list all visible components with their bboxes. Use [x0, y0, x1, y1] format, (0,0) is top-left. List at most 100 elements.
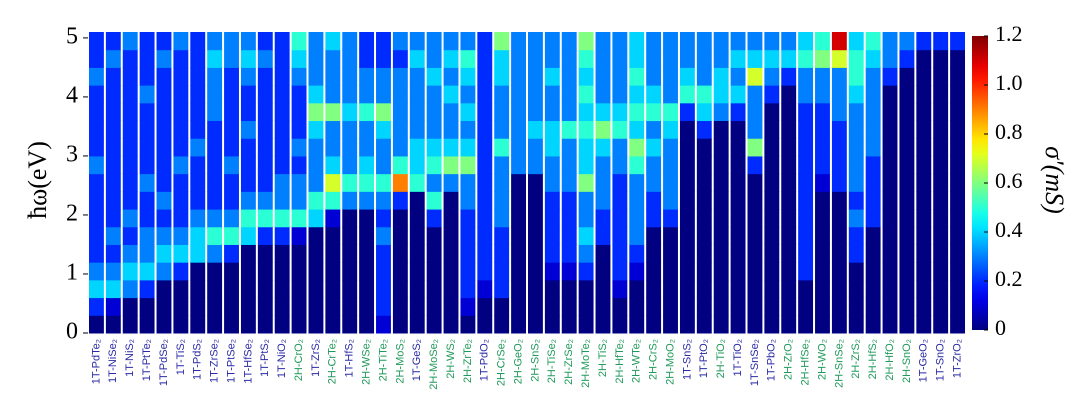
- heat-cell: [511, 49, 526, 68]
- x-tick-label: 1T-GeO₂: [918, 339, 930, 382]
- heat-cell: [392, 191, 408, 210]
- heat-cell: [764, 262, 780, 281]
- heat-cell: [899, 173, 915, 192]
- heat-cell: [747, 120, 763, 139]
- heat-cell: [173, 279, 189, 299]
- heat-cell: [190, 244, 206, 263]
- heat-cell: [325, 191, 341, 210]
- heat-cell: [173, 226, 189, 245]
- heat-cell: [274, 67, 290, 86]
- heat-cell: [291, 315, 307, 334]
- heat-cell: [882, 226, 898, 245]
- heat-cell: [831, 279, 847, 299]
- heat-cell: [173, 155, 189, 175]
- heat-cell: [511, 85, 526, 104]
- heat-cell: [89, 32, 104, 51]
- heat-cell: [392, 102, 408, 122]
- heat-cell: [190, 209, 206, 228]
- heat-cell: [342, 209, 358, 228]
- heat-cell: [274, 191, 290, 210]
- heat-cell: [224, 191, 239, 210]
- heat-cell: [173, 173, 189, 192]
- heat-cell: [764, 209, 780, 228]
- heat-cell: [308, 279, 324, 299]
- heat-cell: [190, 297, 206, 316]
- heat-cell: [409, 226, 425, 245]
- heat-cell: [544, 120, 560, 139]
- heat-cell: [663, 102, 678, 122]
- heat-cell: [950, 120, 965, 139]
- heat-cell: [612, 49, 628, 68]
- heat-cell: [139, 244, 155, 263]
- heat-cell: [696, 191, 712, 210]
- heat-cell: [781, 209, 797, 228]
- heat-cell: [561, 85, 577, 104]
- heat-cell: [612, 226, 628, 245]
- x-tick-label: 1T-GeS₂: [411, 339, 423, 381]
- heat-cell: [595, 262, 611, 281]
- heat-cell: [950, 226, 965, 245]
- heat-cell: [679, 244, 695, 263]
- heat-cell: [291, 297, 307, 316]
- heat-cell: [815, 262, 830, 281]
- heat-cell: [831, 226, 847, 245]
- heat-cell: [781, 85, 797, 104]
- heat-cell: [426, 279, 442, 299]
- heat-cell: [477, 67, 493, 86]
- heat-cell: [696, 85, 712, 104]
- x-tick-label: 2H-WS₂: [445, 339, 457, 379]
- heat-cell: [578, 262, 594, 281]
- heat-cell: [950, 262, 965, 281]
- heat-cell: [629, 155, 645, 175]
- heat-cell: [224, 297, 239, 316]
- heat-cell: [409, 120, 425, 139]
- heat-cell: [257, 155, 273, 175]
- heat-cell: [122, 279, 138, 299]
- heat-cell: [950, 297, 965, 316]
- heat-cell: [443, 315, 459, 334]
- heat-cell: [663, 262, 678, 281]
- heat-cell: [578, 120, 594, 139]
- heat-cell: [899, 191, 915, 210]
- colorbar-label: σ′(mS): [1040, 146, 1069, 214]
- heat-cell: [477, 226, 493, 245]
- heat-cell: [207, 102, 223, 122]
- heat-cell: [173, 315, 189, 334]
- heat-cell: [730, 67, 746, 86]
- heat-cell: [781, 262, 797, 281]
- heat-cell: [511, 315, 526, 334]
- heat-cell: [933, 279, 949, 299]
- heat-cell: [730, 244, 746, 263]
- heat-cell: [376, 315, 391, 334]
- heat-cell: [764, 120, 780, 139]
- heat-cell: [426, 32, 442, 51]
- heat-cell: [663, 138, 678, 157]
- heat-cell: [950, 191, 965, 210]
- heat-cell: [612, 244, 628, 263]
- heat-cell: [376, 85, 391, 104]
- heat-cell: [663, 226, 678, 245]
- heat-cell: [376, 49, 391, 68]
- heat-cell: [544, 315, 560, 334]
- heat-cell: [257, 102, 273, 122]
- heat-cell: [950, 102, 965, 122]
- heat-cell: [240, 226, 256, 245]
- heat-cell: [865, 67, 881, 86]
- heat-cell: [578, 138, 594, 157]
- heat-cell: [511, 32, 526, 51]
- heat-cell: [882, 85, 898, 104]
- heat-cell: [224, 67, 239, 86]
- heat-cell: [409, 173, 425, 192]
- heat-cell: [443, 67, 459, 86]
- heat-cell: [342, 67, 358, 86]
- heat-cell: [190, 85, 206, 104]
- heat-cell: [443, 85, 459, 104]
- heat-cell: [409, 209, 425, 228]
- heat-cell: [359, 67, 375, 86]
- heat-cell: [257, 297, 273, 316]
- heat-cell: [359, 120, 375, 139]
- heat-cell: [916, 120, 932, 139]
- heat-cell: [426, 67, 442, 86]
- heat-cell: [646, 297, 662, 316]
- heat-cell: [477, 138, 493, 157]
